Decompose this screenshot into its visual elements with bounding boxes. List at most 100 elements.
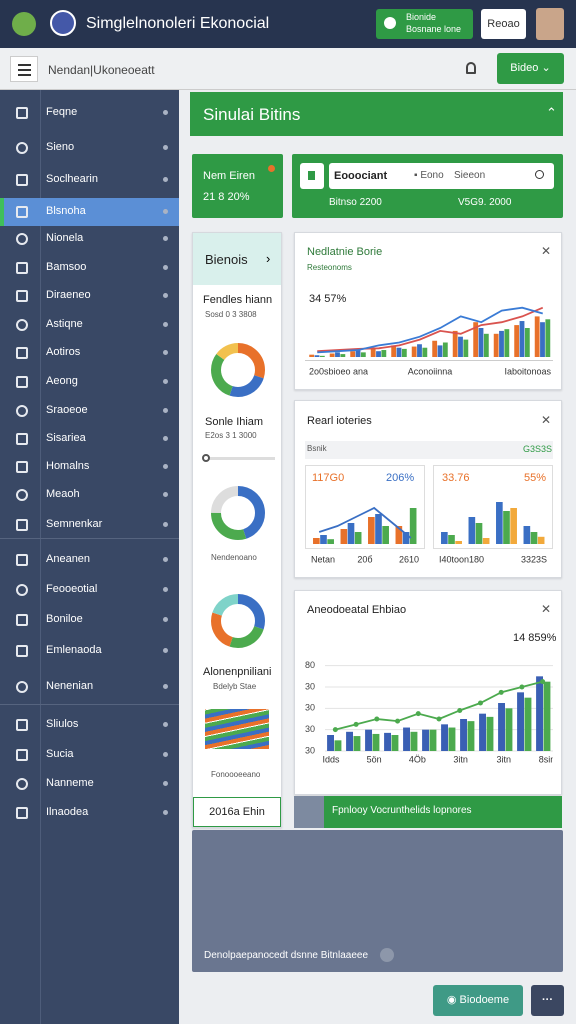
search-icon[interactable] (535, 170, 544, 179)
avatar[interactable] (536, 8, 564, 40)
book-stack-image (205, 709, 269, 749)
icon-button[interactable] (300, 163, 324, 189)
nav-item[interactable]: Homalns (0, 453, 179, 481)
nav-item[interactable]: Aotiros (0, 339, 179, 367)
menu-button[interactable] (10, 56, 38, 82)
chart-title: Nedlatnie Borie (307, 246, 383, 258)
nav-item[interactable]: Feqne (0, 99, 179, 127)
action-button[interactable]: ◉ Biodoeme (433, 985, 523, 1016)
nav-item[interactable]: Aneanen (0, 546, 179, 574)
nav-label: Nenenian (46, 680, 94, 692)
nav-item[interactable]: Diraeneo (0, 282, 179, 310)
search-card: Eooociant ▪ Eono Sieeon Bitnso 2200 V5G9… (292, 154, 563, 218)
secondary-button[interactable]: Reoao (481, 9, 526, 39)
section-title: Fendles hiann (203, 294, 273, 306)
search-box[interactable]: Eooociant ▪ Eono Sieeon (329, 163, 554, 189)
nav-dot (163, 177, 168, 182)
nav-label: Astiqne (46, 318, 83, 330)
banner-icon (294, 796, 324, 828)
dropdown-button[interactable]: Bideo ⌄ (497, 53, 564, 84)
nav-item[interactable]: Feooeotial (0, 576, 179, 604)
donut-segment (211, 343, 265, 397)
slider-handle[interactable] (202, 454, 210, 462)
nav-item[interactable]: Emlenaoda (0, 637, 179, 665)
line-point (374, 716, 380, 722)
donut-segment (211, 486, 265, 540)
nav-item[interactable]: Soclhearin (0, 166, 179, 194)
search-tab[interactable]: ▪ Eono (414, 170, 444, 181)
x-tick-label: 4Öb (409, 754, 426, 764)
nav-dot (163, 436, 168, 441)
primary-button[interactable]: Bionide Bosnane lone (376, 9, 473, 39)
bar (429, 729, 437, 751)
close-button[interactable]: ✕ (541, 602, 552, 616)
bar (514, 325, 520, 357)
section-title: Nendenoano (211, 553, 257, 562)
nav-item[interactable]: Aeong (0, 368, 179, 396)
search-tab[interactable]: Sieeon (454, 170, 486, 181)
nav-item[interactable]: Nenenian (0, 673, 179, 701)
bar (360, 352, 366, 357)
nav-item[interactable]: Sraoeoe (0, 397, 179, 425)
info-icon[interactable] (380, 948, 394, 962)
nav-icon (16, 142, 28, 154)
nav-item[interactable]: Nionela (0, 225, 179, 253)
nav-item[interactable]: Semnenkar (0, 511, 179, 539)
nav-label: Sisariea (46, 432, 86, 444)
bar (505, 708, 513, 751)
nav-icon (16, 319, 28, 331)
section-title: Fonoooeeano (211, 770, 261, 779)
line-point (519, 684, 525, 690)
bar (422, 347, 428, 357)
tab-label: Eono (420, 170, 444, 181)
nav-icon (16, 174, 28, 186)
bar (519, 321, 525, 357)
chevron[interactable]: › (266, 251, 271, 266)
slider[interactable] (202, 454, 275, 462)
close-button[interactable]: ✕ (541, 244, 552, 258)
bell-icon[interactable] (466, 62, 476, 74)
banner: Fpnlooy Vocrunthelids lopnores (294, 796, 562, 828)
nav-item[interactable]: Nanneme (0, 770, 179, 798)
donut-segment (211, 343, 265, 397)
nav-item[interactable]: Sliulos (0, 711, 179, 739)
trend-line (318, 506, 412, 539)
bar (411, 346, 417, 357)
nav-dot (163, 648, 168, 653)
card-stat: V5G9. 2000 (458, 197, 512, 208)
bar (327, 539, 334, 544)
x-tick-label: Netan (311, 554, 335, 564)
nav-dot (163, 209, 168, 214)
divider (40, 90, 41, 1024)
nav-item[interactable]: Blsnoha (0, 198, 179, 226)
nav-icon (16, 206, 28, 218)
close-button[interactable]: ✕ (541, 413, 552, 427)
nav-item[interactable]: Boniloe (0, 606, 179, 634)
panel-footer[interactable]: 2016a Ehin (193, 797, 281, 827)
nav-item[interactable]: Bamsoo (0, 254, 179, 282)
nav-item[interactable]: Meaoh (0, 481, 179, 509)
logo-badge (50, 10, 76, 36)
nav-item[interactable]: Sieno (0, 134, 179, 162)
nav-dot (163, 464, 168, 469)
panel-title: Bienois (205, 252, 248, 267)
collapse-icon[interactable]: ⌃ (546, 105, 557, 120)
separator (0, 704, 179, 705)
nav-item[interactable]: Ilnaodea (0, 799, 179, 827)
nav-item[interactable]: Sucia (0, 741, 179, 769)
nav-item[interactable]: Sisariea (0, 425, 179, 453)
bar (395, 526, 403, 544)
more-button[interactable]: ··· (531, 985, 564, 1016)
bar (545, 319, 551, 357)
nav-item[interactable]: Astiqne (0, 311, 179, 339)
bar (499, 330, 504, 357)
nav-icon (16, 107, 28, 119)
nav-label: Sraoeoe (46, 404, 88, 416)
chart-card: Rearl ioteries ✕ Bsnik G3S3S 117G0 206% … (294, 400, 562, 578)
donut-chart (211, 594, 265, 648)
nav-dot (163, 522, 168, 527)
line-point (332, 727, 338, 733)
chart-stat: 206% (386, 472, 415, 484)
section-sub: Sosd 0 3 3808 (205, 310, 257, 319)
line-point (477, 700, 483, 706)
